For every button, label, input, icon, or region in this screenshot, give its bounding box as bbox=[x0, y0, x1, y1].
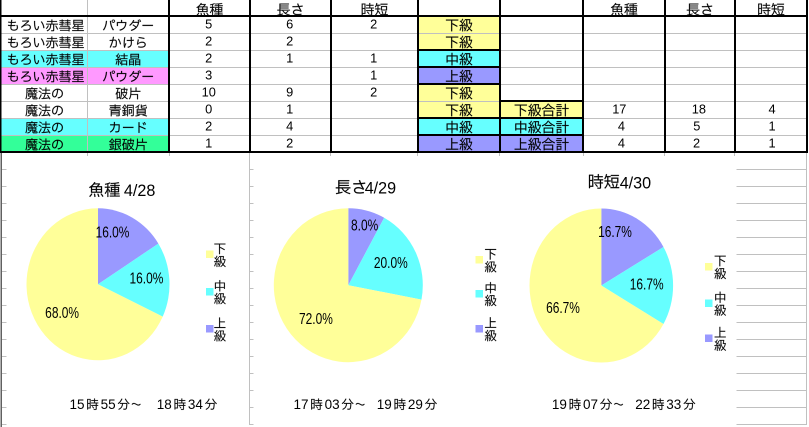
svg-text:03: 03 bbox=[325, 397, 340, 412]
svg-text:22: 22 bbox=[635, 397, 650, 412]
svg-text:18: 18 bbox=[692, 102, 706, 117]
svg-text:1: 1 bbox=[370, 68, 377, 83]
svg-text:1: 1 bbox=[370, 51, 377, 66]
svg-text:2: 2 bbox=[693, 136, 700, 151]
svg-text:72.0%: 72.0% bbox=[299, 309, 333, 327]
svg-text:2: 2 bbox=[370, 17, 377, 32]
svg-text:2: 2 bbox=[286, 34, 293, 49]
svg-text:4: 4 bbox=[768, 102, 775, 117]
svg-text:66.7%: 66.7% bbox=[546, 298, 580, 316]
svg-text:9: 9 bbox=[286, 85, 293, 100]
svg-text:0: 0 bbox=[205, 102, 212, 117]
svg-text:1: 1 bbox=[768, 136, 775, 151]
svg-text:2: 2 bbox=[205, 34, 212, 49]
svg-text:34: 34 bbox=[188, 397, 204, 412]
svg-text:5: 5 bbox=[693, 119, 700, 134]
svg-text:17: 17 bbox=[294, 397, 309, 412]
svg-text:68.0%: 68.0% bbox=[45, 303, 79, 321]
svg-text:4: 4 bbox=[286, 119, 293, 134]
svg-text:2: 2 bbox=[205, 119, 212, 134]
svg-text:4/28: 4/28 bbox=[124, 181, 155, 200]
svg-text:1: 1 bbox=[286, 102, 293, 117]
svg-text:19: 19 bbox=[377, 397, 392, 412]
svg-text:17: 17 bbox=[612, 102, 626, 117]
svg-text:16.7%: 16.7% bbox=[598, 222, 632, 240]
svg-text:3: 3 bbox=[205, 68, 212, 83]
svg-text:2: 2 bbox=[286, 136, 293, 151]
svg-text:20.0%: 20.0% bbox=[374, 253, 408, 271]
svg-text:2: 2 bbox=[205, 51, 212, 66]
svg-text:4: 4 bbox=[618, 136, 625, 151]
svg-text:16.0%: 16.0% bbox=[129, 269, 163, 287]
svg-text:33: 33 bbox=[666, 397, 681, 412]
svg-text:6: 6 bbox=[286, 17, 293, 32]
svg-text:1: 1 bbox=[205, 136, 212, 151]
svg-text:4/30: 4/30 bbox=[620, 173, 651, 192]
svg-text:4: 4 bbox=[618, 119, 625, 134]
svg-text:1: 1 bbox=[286, 51, 293, 66]
svg-text:55: 55 bbox=[101, 397, 116, 412]
svg-text:4/29: 4/29 bbox=[365, 178, 396, 197]
svg-text:1: 1 bbox=[768, 119, 775, 134]
svg-text:29: 29 bbox=[408, 397, 423, 412]
svg-text:5: 5 bbox=[205, 17, 212, 32]
svg-text:10: 10 bbox=[202, 85, 216, 100]
svg-text:2: 2 bbox=[370, 85, 377, 100]
svg-text:15: 15 bbox=[70, 397, 85, 412]
svg-text:19: 19 bbox=[552, 397, 567, 412]
svg-text:16.0%: 16.0% bbox=[96, 223, 130, 241]
svg-text:07: 07 bbox=[583, 397, 598, 412]
svg-text:18: 18 bbox=[157, 397, 172, 412]
svg-text:8.0%: 8.0% bbox=[351, 216, 378, 234]
svg-text:16.7%: 16.7% bbox=[630, 275, 664, 293]
